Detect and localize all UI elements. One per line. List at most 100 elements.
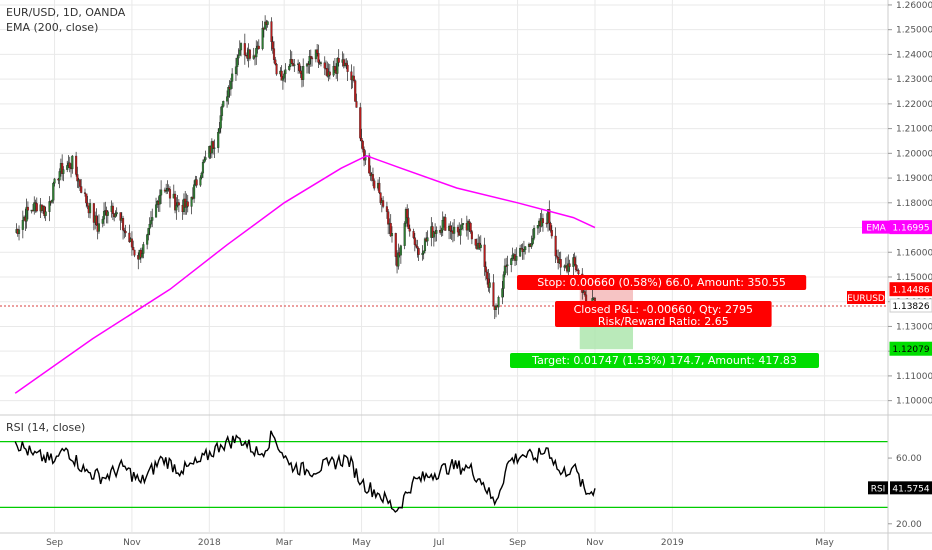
candle bbox=[382, 196, 385, 209]
candle-body bbox=[319, 62, 322, 64]
badge-value-bg bbox=[889, 282, 932, 297]
badge-tag-bg bbox=[862, 220, 890, 234]
candle-body bbox=[585, 294, 588, 302]
candle bbox=[541, 213, 544, 232]
candle-body bbox=[158, 194, 161, 205]
candle bbox=[371, 167, 375, 187]
candle bbox=[336, 57, 339, 82]
candle-body bbox=[293, 64, 296, 66]
candle bbox=[257, 39, 260, 50]
candle-body bbox=[486, 271, 489, 279]
candle-body bbox=[274, 59, 277, 65]
candle-body bbox=[26, 206, 29, 211]
candle bbox=[78, 178, 81, 191]
candle bbox=[222, 100, 225, 108]
time-tick-label: Jul bbox=[432, 538, 444, 548]
candle bbox=[346, 60, 349, 82]
candle-body bbox=[122, 218, 125, 231]
price-tick-label: 1.18000 bbox=[896, 199, 932, 209]
candle bbox=[142, 241, 145, 259]
candle-body bbox=[506, 264, 509, 267]
rsi-badge-tag-text: RSI bbox=[871, 484, 886, 494]
candle-body bbox=[160, 189, 163, 196]
candle-body bbox=[195, 179, 198, 186]
candle bbox=[195, 176, 198, 188]
candle bbox=[474, 238, 477, 249]
candle-body bbox=[78, 179, 81, 187]
price-tick-label: 1.19000 bbox=[896, 174, 932, 184]
candle-body bbox=[261, 27, 264, 49]
candle bbox=[48, 196, 51, 222]
candle bbox=[236, 54, 239, 76]
candle-body bbox=[222, 101, 225, 107]
candle bbox=[62, 166, 65, 182]
candle-body bbox=[283, 73, 286, 79]
rsi-legend[interactable]: RSI (14, close) bbox=[6, 421, 85, 434]
candle bbox=[506, 255, 509, 276]
candle bbox=[212, 140, 215, 155]
candle bbox=[323, 56, 326, 76]
candle bbox=[280, 65, 283, 81]
candle-body bbox=[435, 229, 438, 234]
candle bbox=[50, 199, 54, 204]
candle bbox=[213, 139, 216, 159]
candle bbox=[160, 180, 163, 204]
candle-body bbox=[308, 56, 311, 65]
badge-value-bg bbox=[889, 341, 932, 356]
candle-body bbox=[412, 231, 415, 238]
candle-body bbox=[89, 203, 92, 214]
candle bbox=[435, 226, 438, 242]
candle-body bbox=[133, 249, 136, 256]
candle-body bbox=[218, 128, 221, 133]
candle-body bbox=[520, 248, 523, 250]
candle bbox=[255, 40, 258, 65]
candle-body bbox=[275, 64, 278, 75]
candle-body bbox=[441, 220, 444, 231]
trade-labels: Stop: 0.00660 (0.58%) 66.0, Amount: 350.… bbox=[510, 275, 819, 368]
candle-body bbox=[227, 86, 230, 97]
candle-body bbox=[417, 248, 420, 255]
price-tick-label: 1.24000 bbox=[896, 50, 932, 60]
price-tick-label: 1.10000 bbox=[896, 397, 932, 407]
candle-body bbox=[336, 58, 339, 74]
candle-body bbox=[141, 253, 144, 258]
candle-body bbox=[290, 59, 293, 64]
candle-body bbox=[291, 63, 295, 66]
candle-body bbox=[25, 206, 28, 222]
candle bbox=[35, 197, 38, 213]
candle bbox=[468, 219, 471, 233]
candle bbox=[174, 190, 177, 214]
candle-body bbox=[456, 226, 460, 233]
candle bbox=[399, 244, 402, 264]
price-tick-label: 1.25000 bbox=[896, 26, 932, 36]
candle bbox=[239, 42, 243, 57]
stop-label-bg bbox=[517, 275, 807, 290]
candle bbox=[511, 247, 514, 261]
candle-body bbox=[212, 141, 215, 149]
candle-body bbox=[389, 222, 392, 237]
candle bbox=[314, 49, 317, 63]
candle bbox=[524, 245, 527, 255]
candle-body bbox=[337, 58, 340, 63]
candle-body bbox=[459, 228, 462, 236]
badge-value-bg bbox=[889, 298, 932, 313]
candle-body bbox=[298, 63, 301, 71]
candle-body bbox=[519, 248, 522, 257]
candle-body bbox=[352, 75, 355, 81]
candle-body bbox=[43, 206, 46, 216]
symbol-legend[interactable]: EUR/USD, 1D, OANDA bbox=[6, 6, 126, 19]
candle-body bbox=[467, 221, 470, 231]
candle bbox=[290, 51, 293, 64]
candle-body bbox=[314, 49, 317, 60]
candle bbox=[186, 194, 189, 213]
candle bbox=[459, 224, 462, 245]
candle-body bbox=[61, 162, 64, 174]
rsi-badge-value-text: 41.5754 bbox=[892, 484, 929, 494]
candle-body bbox=[257, 45, 260, 49]
time-tick-label: May bbox=[352, 538, 371, 548]
ema-legend[interactable]: EMA (200, close) bbox=[6, 21, 98, 34]
candle bbox=[92, 203, 95, 231]
